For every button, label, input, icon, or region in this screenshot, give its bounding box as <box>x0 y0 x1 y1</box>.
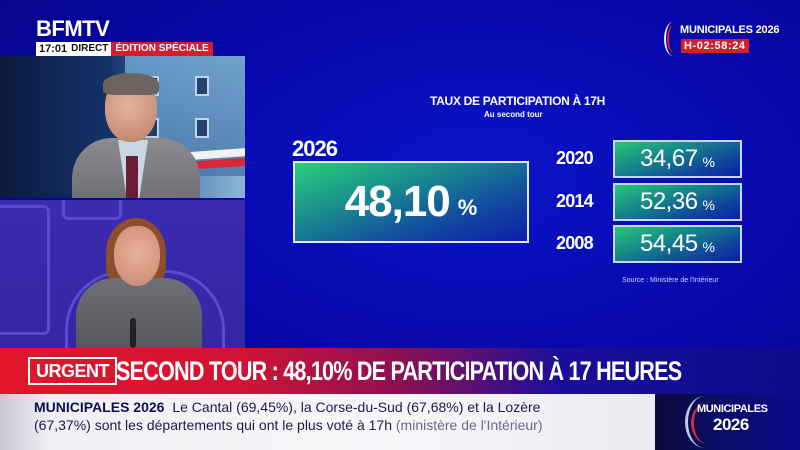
edition-label: ÉDITION SPÉCIALE <box>111 42 213 56</box>
source-note: Source : Ministère de l'Intérieur <box>622 277 719 284</box>
chart-subtitle: Au second tour <box>484 110 543 119</box>
history-value: 52,36 <box>639 188 698 215</box>
urgent-badge: URGENT <box>28 357 117 385</box>
history-row: 2014 52,36 % <box>556 183 746 221</box>
main-unit: % <box>457 195 478 220</box>
history-value: 54,45 <box>639 230 698 257</box>
clock-time: 17:01 <box>36 42 71 56</box>
ticker-line-2: (67,37%) sont les départements qui ont l… <box>34 417 543 433</box>
countdown-title: MUNICIPALES 2026 <box>680 24 780 36</box>
live-bar: 17:01 DIRECT ÉDITION SPÉCIALE <box>36 42 213 56</box>
video-feed-presenter <box>0 200 245 348</box>
ticker-text-1: Le Cantal (69,45%), la Corse-du-Sud (67,… <box>172 399 541 415</box>
history-unit: % <box>702 154 715 170</box>
countdown-timer: H-02:58:24 <box>681 39 749 53</box>
arc-icon <box>664 22 682 56</box>
main-year: 2026 <box>292 136 338 161</box>
presenter-head <box>114 226 160 286</box>
history-row: 2020 34,67 % <box>556 140 746 178</box>
history-unit: % <box>702 239 715 255</box>
ticker-text-2: (67,37%) sont les départements qui ont l… <box>34 417 392 433</box>
history-year: 2014 <box>556 191 594 211</box>
ticker-line-1: MUNICIPALES 2026 Le Cantal (69,45%), la … <box>34 399 540 415</box>
history-row: 2008 54,45 % <box>556 225 746 263</box>
breaking-news-banner: URGENT SECOND TOUR : 48,10% DE PARTICIPA… <box>0 348 800 394</box>
chart-title: TAUX DE PARTICIPATION À 17H <box>430 94 606 108</box>
history-unit: % <box>702 197 715 213</box>
municipales-logo: MUNICIPALES 2026 <box>655 394 800 450</box>
history-box: 52,36 % <box>613 183 742 221</box>
history-year: 2020 <box>556 148 594 168</box>
ticker-source: (ministère de l'Intérieur) <box>395 417 543 433</box>
presenter-body <box>76 278 202 348</box>
history-value: 34,67 <box>639 145 698 172</box>
history-box: 54,45 % <box>613 225 742 263</box>
live-label: DIRECT <box>70 42 112 56</box>
logo-title: MUNICIPALES <box>697 403 768 415</box>
banner-headline: SECOND TOUR : 48,10% DE PARTICIPATION À … <box>116 356 682 386</box>
arc-icon <box>685 396 725 448</box>
history-box: 34,67 % <box>613 140 742 178</box>
channel-logo: BFMTV 17:01 DIRECT ÉDITION SPÉCIALE <box>36 18 213 56</box>
video-feed-guest <box>0 56 245 198</box>
main-participation-box: 48,10 % <box>293 161 529 243</box>
ticker-label: MUNICIPALES 2026 <box>34 399 165 415</box>
logo-year: 2026 <box>713 415 749 434</box>
history-year: 2008 <box>556 233 594 253</box>
news-ticker: MUNICIPALES 2026 Le Cantal (69,45%), la … <box>0 394 655 450</box>
logo-text: BFMTV <box>36 16 110 41</box>
microphone-icon <box>130 318 136 348</box>
main-value: 48,10 <box>344 177 451 226</box>
